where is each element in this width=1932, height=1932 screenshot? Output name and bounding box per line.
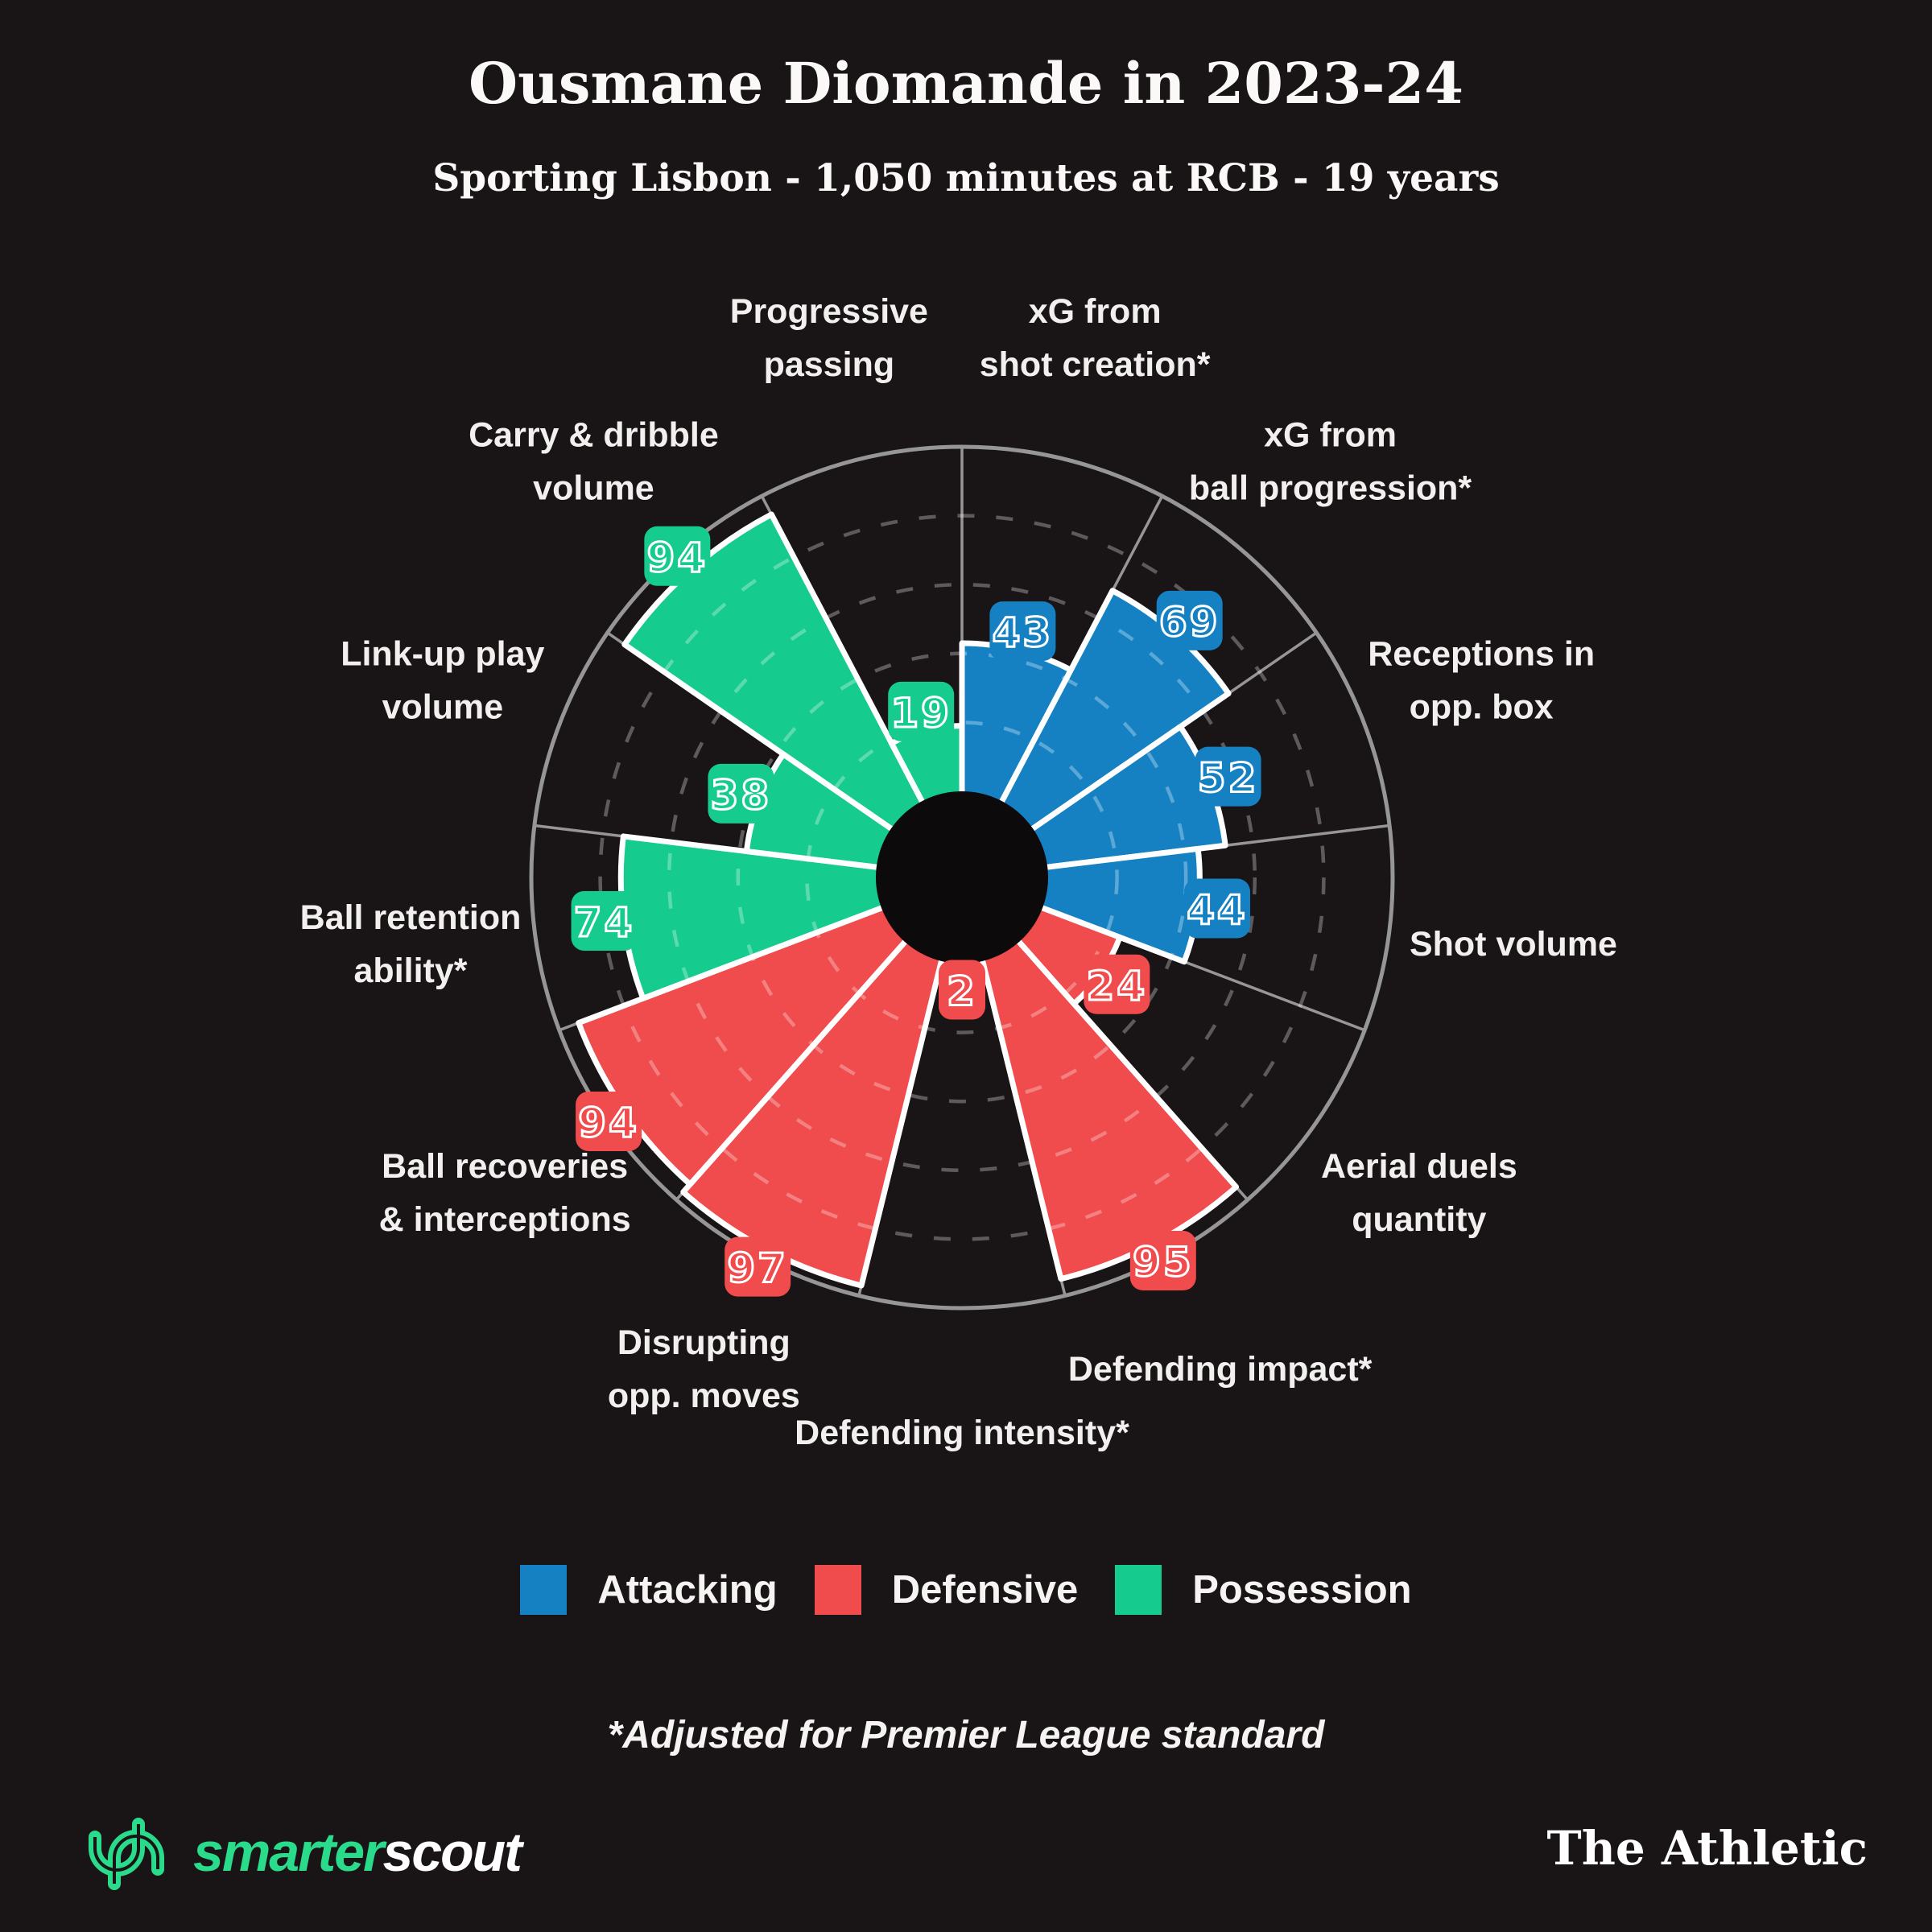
sector-label: Progressive (730, 292, 928, 331)
sector-label: opp. moves (608, 1377, 800, 1415)
value-badge (939, 960, 985, 1020)
legend-swatch-possession (1115, 1565, 1162, 1615)
value-badge (1129, 1231, 1196, 1291)
value-badge-number: 69 (1159, 599, 1220, 646)
legend-label-possession: Possession (1192, 1568, 1412, 1612)
center-hole (876, 791, 1048, 964)
value-badge-number: 43 (993, 609, 1054, 656)
grid-dashed-ring-20 (805, 720, 1119, 1034)
value-badge (1084, 954, 1150, 1014)
athletic-wordmark: The Athletic (1546, 1821, 1868, 1876)
sector-label: Ball recoveries (382, 1147, 628, 1186)
value-badge (708, 763, 774, 824)
legend-label-attacking: Attacking (597, 1568, 778, 1612)
sector-label: ability* (354, 952, 468, 990)
sector-label: xG from (1264, 416, 1397, 455)
value-badge-number: 44 (1187, 886, 1248, 933)
smarterscout-mark-icon (89, 1818, 164, 1890)
value-badge-number: 94 (578, 1100, 639, 1146)
sector-label: Aerial duels (1321, 1147, 1517, 1186)
grid-dashed-ring-80 (598, 514, 1326, 1241)
legend-item-possession: Possession (1115, 1565, 1412, 1615)
sector-label: Receptions in (1368, 634, 1595, 673)
value-badge-number: 74 (574, 899, 635, 946)
value-badge-number: 24 (1087, 963, 1148, 1009)
value-badge-number: 19 (890, 690, 952, 737)
sector-label: Shot volume (1410, 925, 1617, 964)
page-title: Ousmane Diomande in 2023-24 (469, 50, 1463, 117)
sector-label: Defending impact* (1068, 1350, 1373, 1389)
sector-label: ball progression* (1189, 469, 1472, 508)
smarterscout-wordmark: smarterscout (193, 1822, 522, 1883)
chart-legend: Attacking Defensive Possession (0, 1565, 1932, 1615)
sector-label: quantity (1352, 1200, 1486, 1239)
sector-label: volume (533, 469, 654, 508)
sector-label: Defending intensity* (795, 1414, 1129, 1452)
value-badge (644, 526, 711, 586)
value-badge-number: 97 (727, 1245, 788, 1292)
legend-item-defensive: Defensive (814, 1565, 1079, 1615)
value-badge (1183, 878, 1250, 939)
value-badge-number: 95 (1133, 1239, 1194, 1286)
grid-dashed-ring-60 (667, 582, 1257, 1173)
footnote: *Adjusted for Premier League standard (607, 1714, 1325, 1757)
grid-outer-ring (529, 444, 1395, 1311)
value-badge (571, 890, 638, 951)
sector-label: Ball retention (300, 898, 522, 937)
sector-label: volume (382, 687, 504, 726)
legend-swatch-defensive (814, 1565, 861, 1615)
sector-label: opp. box (1410, 687, 1554, 726)
sector-label: xG from (1029, 292, 1162, 331)
value-badge (576, 1091, 642, 1151)
value-badge (724, 1236, 791, 1297)
value-badge-number: 52 (1198, 755, 1259, 802)
sector-label: Link-up play (341, 634, 544, 673)
sector-label: passing (764, 345, 895, 384)
legend-item-attacking: Attacking (520, 1565, 778, 1615)
legend-label-defensive: Defensive (891, 1568, 1079, 1612)
value-badge-number: 38 (711, 772, 772, 819)
value-badge (989, 601, 1056, 662)
value-badge-number: 94 (647, 535, 708, 581)
sector-label: Carry & dribble (469, 416, 719, 455)
sector-label: Disrupting (617, 1323, 791, 1362)
value-badge-number: 2 (947, 968, 977, 1015)
value-badge (1156, 590, 1223, 650)
smarterscout-logo: smarterscout (74, 1800, 522, 1905)
sector-label: shot creation* (980, 345, 1211, 384)
page-subtitle: Sporting Lisbon - 1,050 minutes at RCB -… (432, 156, 1500, 200)
value-badge (888, 681, 955, 741)
grid-dashed-ring-40 (736, 651, 1188, 1104)
sector-label: & interceptions (379, 1200, 631, 1239)
legend-swatch-attacking (520, 1565, 568, 1615)
value-badge (1195, 746, 1261, 807)
